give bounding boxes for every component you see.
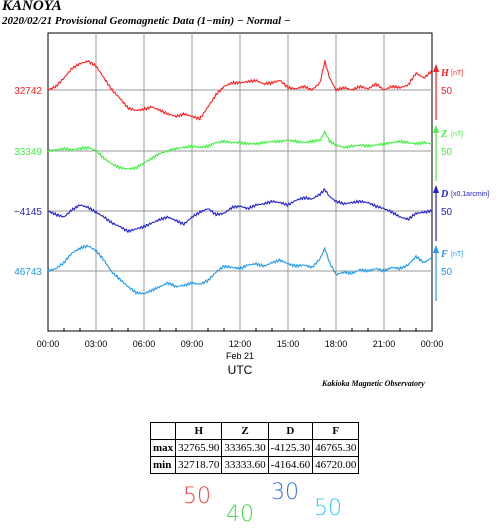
stats-header-d: D [267, 422, 314, 440]
series-unit: [nT] [451, 70, 463, 77]
handwritten-mark-red: 50 [183, 484, 211, 509]
handwritten-mark-green: 40 [226, 502, 254, 527]
series-name: D [440, 189, 448, 200]
stats-cell: 32765.90 [175, 439, 223, 457]
x-tick-label: 15:00 [277, 339, 300, 349]
series-baseline-label: 46743 [14, 267, 42, 278]
stats-cell: 32718.70 [175, 456, 223, 474]
series-name: H [440, 68, 450, 79]
scale-arrowhead [433, 64, 439, 72]
x-tick-label: 00:00 [421, 339, 444, 349]
stats-cell: -4164.60 [267, 456, 314, 474]
stats-cell: 46765.30 [312, 439, 360, 457]
scale-arrowhead [433, 185, 439, 193]
handwritten-mark-blue: 30 [271, 480, 299, 505]
series-scale-label: 50 [441, 86, 453, 97]
stats-header-h: H [175, 422, 223, 440]
x-axis-label: UTC [228, 363, 253, 377]
series-scale-label: 50 [441, 207, 453, 218]
series-unit: [nT] [451, 251, 463, 258]
scale-arrowhead [433, 125, 439, 133]
stats-cell: 33333.60 [221, 456, 269, 474]
stats-header-row: H Z D F [149, 422, 360, 440]
handwritten-mark-cyan: 50 [314, 496, 342, 521]
stats-header-z: Z [221, 422, 269, 440]
stats-row-label: max [149, 439, 177, 457]
x-date-label: Feb 21 [226, 351, 254, 361]
series-line-z [47, 130, 433, 171]
x-tick-label: 09:00 [181, 339, 204, 349]
series-scale-label: 50 [441, 147, 453, 158]
chart-subtitle: 2020/02/21 Provisional Geomagnetic Data … [2, 15, 291, 27]
series-line-f [47, 244, 433, 296]
x-tick-label: 06:00 [133, 339, 156, 349]
observatory-credit: Kakioka Magnetic Observatory [322, 379, 425, 388]
series-line-d [47, 188, 433, 233]
scale-arrowhead [433, 245, 439, 253]
stats-cell: 46720.00 [312, 456, 360, 474]
series-scale-label: 50 [441, 267, 453, 278]
series-unit: [nT] [451, 131, 463, 138]
magnetogram-chart: 00:00 03:00 06:00 09:00 12:00 15:00 18:00 21:00… [14, 32, 489, 377]
x-tick-label: 00:00 [37, 339, 60, 349]
stats-row-min: min 32718.70 33333.60 -4164.60 46720.00 [149, 456, 360, 474]
series-baseline-label: 32742 [14, 86, 42, 97]
x-tick-label: 21:00 [373, 339, 396, 349]
series-unit: [x0.1arcmin] [451, 191, 489, 198]
series-baseline-label: 33349 [14, 147, 42, 158]
stats-row-label: min [149, 456, 177, 474]
stats-table: H Z D F max 32765.90 33365.30 -4125.30 4… [149, 422, 360, 474]
stats-header-f: F [312, 422, 360, 440]
x-tick-label: 18:00 [325, 339, 348, 349]
stats-cell: -4125.30 [267, 439, 314, 457]
stats-row-max: max 32765.90 33365.30 -4125.30 46765.30 [149, 439, 360, 457]
series-baseline-label: −4145 [14, 207, 43, 218]
series-name: F [440, 249, 448, 260]
x-tick-label: 12:00 [229, 339, 252, 349]
station-title: KANOYA [2, 0, 62, 14]
series-name: Z [440, 129, 447, 140]
series-line-h [47, 59, 433, 121]
stats-cell: 33365.30 [221, 439, 269, 457]
stats-corner [149, 422, 177, 440]
x-tick-label: 03:00 [85, 339, 108, 349]
